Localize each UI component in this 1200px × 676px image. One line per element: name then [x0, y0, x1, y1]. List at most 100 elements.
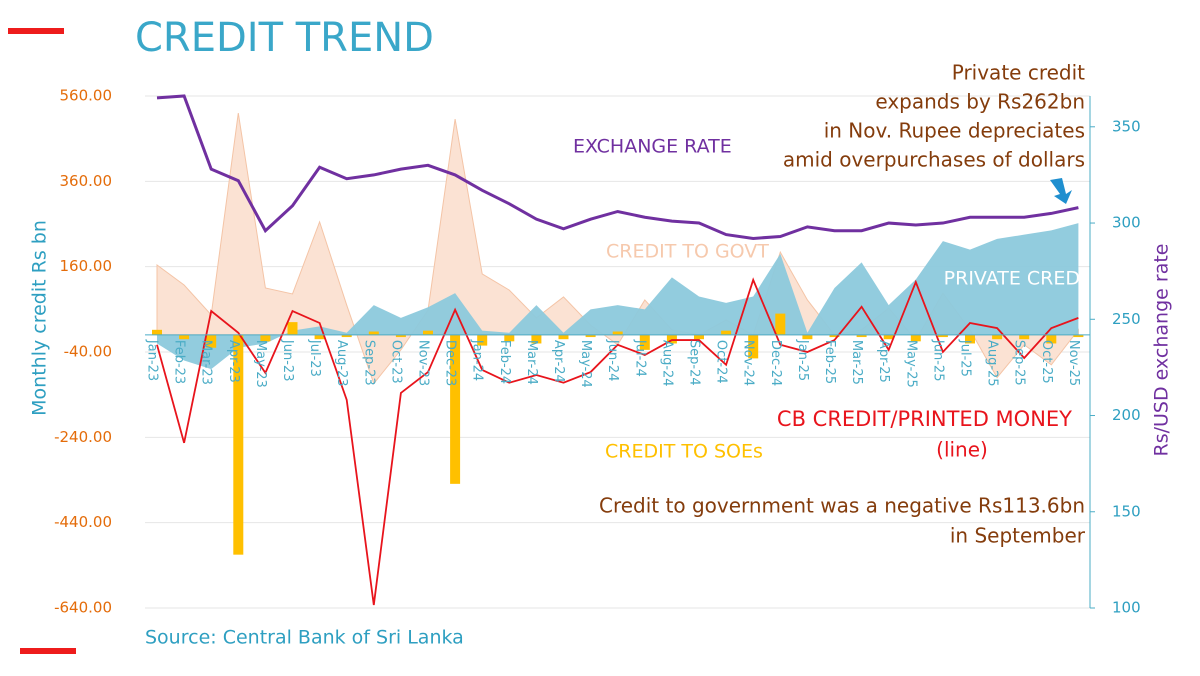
y2-tick-label: 300: [1112, 214, 1141, 232]
x-tick-label: Oct-23: [388, 340, 403, 384]
x-tick-label: Nov-25: [1066, 340, 1081, 386]
bar: [910, 334, 921, 342]
x-tick-label: Jun-23: [280, 339, 295, 382]
annotation: Credit to government was a negative Rs11…: [599, 494, 1085, 518]
x-tick-label: Jul-24: [632, 339, 647, 377]
bar: [612, 331, 623, 335]
y-tick-label: -240.00: [54, 428, 112, 446]
x-tick-label: Mar-24: [524, 340, 539, 385]
y-tick-label: -640.00: [54, 599, 112, 617]
bar: [233, 334, 244, 555]
x-tick-label: Oct-24: [714, 340, 729, 384]
x-tick-label: May-24: [578, 340, 593, 388]
bar: [802, 334, 813, 340]
bar: [965, 334, 975, 344]
bar: [639, 334, 650, 350]
chart-title: CREDIT TREND: [135, 15, 434, 61]
series-label: PRIVATE CRED: [944, 268, 1080, 290]
y2-tick-label: 250: [1112, 310, 1141, 328]
x-tick-label: Dec-24: [768, 340, 783, 386]
bar: [992, 334, 1003, 340]
y-tick-label: -40.00: [64, 343, 112, 361]
source: Source: Central Bank of Sri Lanka: [145, 627, 464, 649]
annotation: amid overpurchases of dollars: [783, 148, 1085, 172]
x-tick-label: May-25: [903, 340, 918, 388]
bar: [368, 331, 379, 335]
bar: [694, 334, 704, 340]
annotation: Private credit: [952, 61, 1085, 85]
y-axis-title: Monthly credit Rs bn: [29, 220, 51, 416]
arrow: [1050, 178, 1072, 204]
line: [156, 277, 1079, 606]
bar: [531, 334, 542, 344]
x-tick-label: Sep-23: [361, 340, 376, 386]
bar: [314, 334, 325, 340]
x-tick-label: May-23: [253, 340, 268, 388]
x-tick-label: Oct-25: [1039, 340, 1054, 384]
bar: [341, 334, 352, 338]
x-tick-label: Feb-23: [172, 340, 187, 384]
y-tick-label: 560.00: [60, 87, 113, 105]
bar: [775, 313, 786, 335]
y-tick-label: -440.00: [54, 513, 112, 531]
y2-tick-label: 150: [1112, 502, 1141, 520]
x-tick-label: Jul-23: [307, 339, 322, 377]
y2-axis-title: Rs/USD exchange rate: [1151, 244, 1173, 457]
bar: [260, 334, 271, 342]
area: [157, 223, 1079, 370]
bar: [856, 334, 867, 338]
bar: [748, 334, 759, 359]
line: [156, 94, 1079, 240]
series-label: CREDIT TO SOEs: [605, 441, 763, 463]
y-tick-label: 360.00: [60, 172, 113, 190]
bar: [450, 334, 461, 484]
x-tick-label: Jan-25: [795, 339, 810, 381]
bar: [206, 334, 217, 348]
x-tick-label: Apr-24: [551, 340, 566, 383]
x-tick-label: Aug-23: [334, 340, 349, 387]
bar: [558, 334, 569, 340]
x-tick-label: Apr-25: [876, 340, 891, 383]
annotation: in September: [950, 524, 1086, 548]
x-tick-label: Sep-25: [1012, 340, 1027, 386]
series-label: CB CREDIT/PRINTED MONEY: [777, 407, 1072, 431]
x-tick-label: Feb-25: [822, 340, 837, 384]
bar: [829, 334, 840, 338]
y2-tick-label: 350: [1112, 117, 1141, 135]
series-label: CREDIT TO GOVT: [606, 241, 769, 263]
bar: [1046, 334, 1057, 344]
x-tick-label: Sep-24: [687, 340, 702, 386]
x-tick-label: Aug-24: [659, 340, 674, 387]
y-tick-label: 160.00: [60, 257, 113, 275]
bar: [721, 330, 732, 335]
x-tick-label: Aug-25: [985, 340, 1000, 387]
x-tick-label: Dec-23: [443, 340, 458, 386]
decor-dash: [20, 648, 76, 654]
y2-tick-label: 200: [1112, 406, 1141, 424]
bar: [1019, 334, 1030, 340]
x-tick-label: Mar-25: [849, 340, 864, 385]
bar: [152, 329, 162, 335]
x-tick-label: Jul-25: [958, 339, 973, 377]
x-tick-label: Jan-23: [145, 339, 160, 381]
decor-dash: [8, 28, 64, 34]
annotation: in Nov. Rupee depreciates: [824, 119, 1085, 143]
bar: [423, 330, 433, 335]
x-tick-label: Feb-24: [497, 340, 512, 384]
bar: [179, 334, 190, 340]
bar: [287, 322, 298, 335]
x-tick-label: Jun-24: [605, 339, 620, 382]
x-tick-label: Apr-23: [226, 340, 241, 383]
x-tick-label: Jan-24: [470, 339, 485, 381]
annotation: expands by Rs262bn: [875, 90, 1085, 114]
y2-tick-label: 100: [1112, 599, 1141, 617]
series-label: EXCHANGE RATE: [573, 136, 732, 158]
x-tick-label: Mar-23: [199, 340, 214, 385]
annotation: (line): [936, 438, 988, 462]
x-tick-label: Nov-24: [741, 340, 756, 386]
x-tick-label: Nov-23: [416, 340, 431, 386]
bar: [395, 334, 406, 338]
bar: [585, 334, 596, 338]
